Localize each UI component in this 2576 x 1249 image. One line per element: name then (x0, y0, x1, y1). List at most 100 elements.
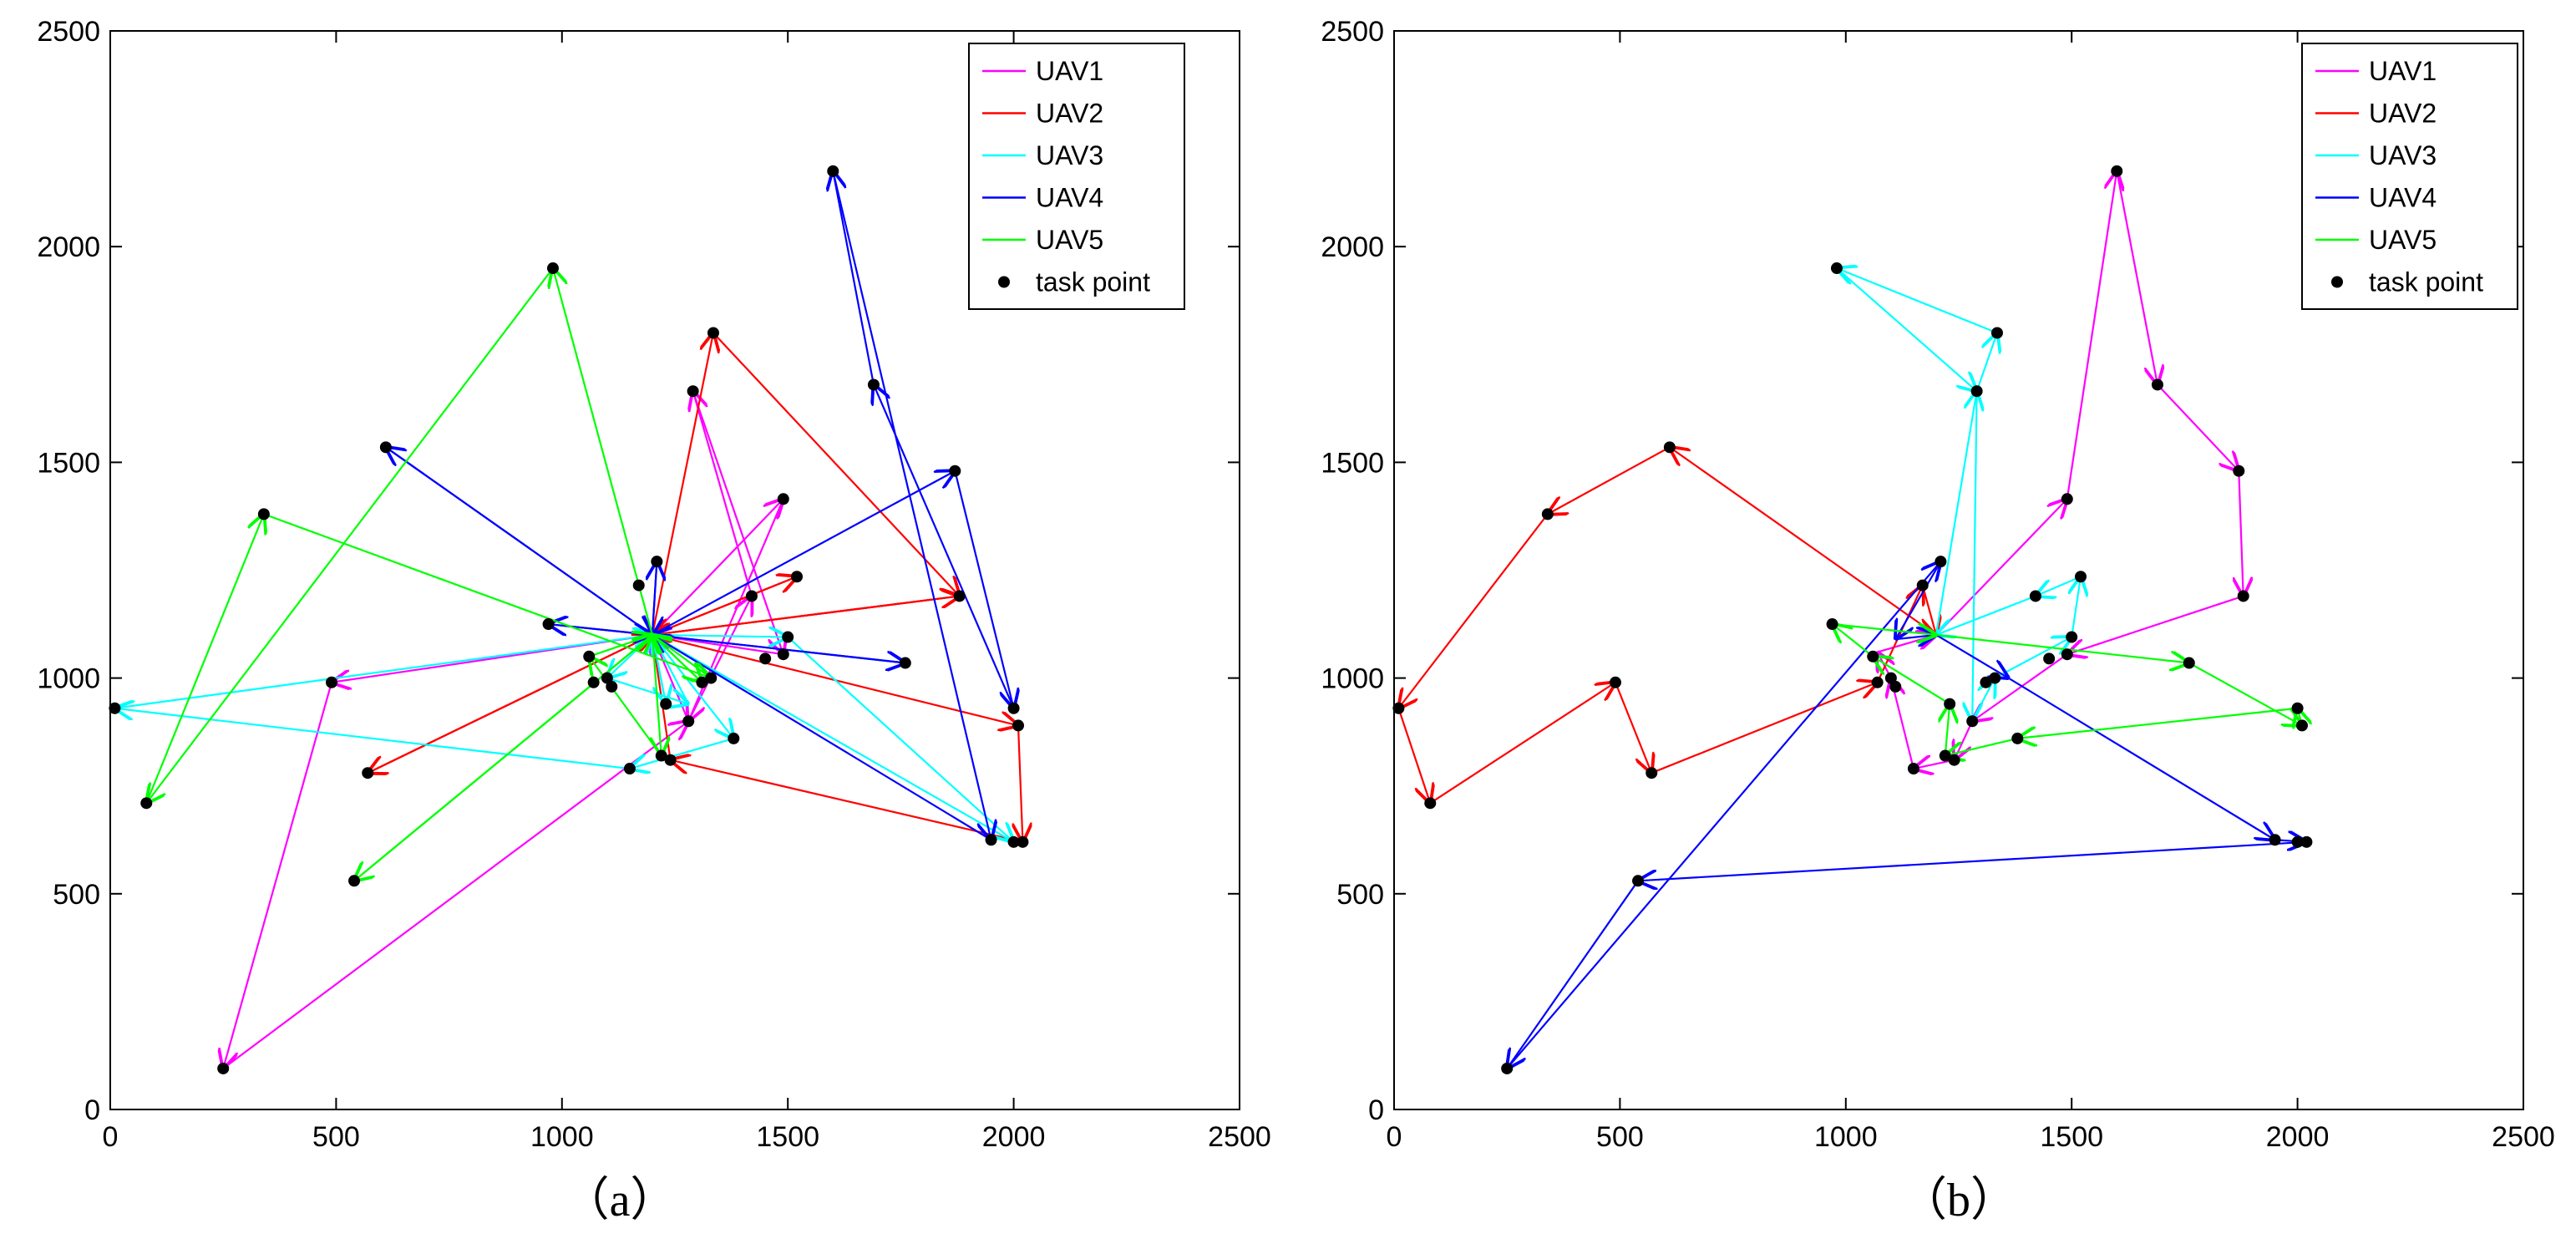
y-tick-label: 1500 (37, 447, 100, 479)
task-point (1944, 698, 1956, 710)
task-point (1632, 875, 1645, 887)
route-segment (1945, 704, 1950, 756)
route-segment (652, 561, 657, 635)
route-segment (1397, 708, 1430, 804)
y-tick-label: 500 (1336, 879, 1384, 911)
task-point (140, 797, 153, 810)
route-segment (1638, 840, 2307, 881)
legend-label: task point (1036, 267, 1150, 297)
task-point (867, 378, 880, 391)
route-segment (652, 499, 783, 636)
route-segment (145, 514, 264, 804)
route-segment (2239, 470, 2243, 597)
task-point (1916, 579, 1929, 591)
task-point (1663, 441, 1676, 454)
task-point (2269, 834, 2281, 846)
task-point (1541, 508, 1554, 520)
x-tick-label: 1500 (756, 1121, 819, 1153)
route-segment (2036, 576, 2082, 596)
y-tick-label: 1000 (37, 663, 100, 695)
task-point (546, 262, 559, 275)
legend-label: UAV2 (1036, 99, 1103, 129)
task-point (1424, 797, 1437, 810)
task-point (2291, 835, 2304, 848)
task-point (2061, 648, 2073, 661)
task-point (2066, 631, 2078, 643)
route-segment (1833, 624, 1874, 658)
route-segment (1651, 683, 1877, 774)
x-tick-label: 1500 (2040, 1121, 2103, 1153)
task-point (985, 834, 997, 846)
legend-marker-task-point (2331, 276, 2343, 288)
y-tick-label: 0 (1368, 1094, 1384, 1126)
task-point (2237, 590, 2249, 602)
task-point (623, 763, 636, 775)
task-point (1939, 749, 1951, 762)
task-point (2061, 493, 2073, 505)
route-segment (652, 576, 798, 635)
x-tick-label: 1000 (1814, 1121, 1878, 1153)
task-point (899, 657, 911, 669)
task-point (953, 590, 966, 602)
route-segment (588, 635, 652, 658)
route-segment (652, 635, 788, 637)
task-point (682, 715, 695, 728)
task-point (745, 590, 758, 602)
route-segment (712, 332, 960, 596)
route-segment (385, 446, 652, 635)
route-segment (2188, 662, 2302, 726)
task-point (1017, 835, 1029, 848)
task-point (2296, 719, 2309, 732)
task-point (632, 579, 645, 591)
y-tick-label: 500 (53, 879, 100, 911)
task-points (1392, 165, 2313, 1074)
task-point (1826, 618, 1838, 631)
legend-label: task point (2369, 267, 2483, 297)
task-point (379, 441, 392, 454)
x-tick-label: 2000 (2266, 1121, 2330, 1153)
route-segment (2007, 677, 2274, 840)
legend-label: UAV1 (2369, 56, 2437, 86)
route-segment (223, 682, 333, 1069)
task-point (2183, 657, 2195, 669)
task-point (362, 767, 374, 779)
task-point (791, 571, 804, 583)
route-segment (1506, 561, 1940, 1069)
series-uav3 (1837, 268, 2081, 721)
route-segment (222, 721, 688, 1069)
legend: UAV1 UAV2 UAV3 UAV4 UAV5 task point (2301, 43, 2518, 310)
series-uav1 (1878, 171, 2244, 769)
route-segment (1895, 561, 1942, 639)
task-point (660, 698, 672, 710)
task-point (759, 652, 772, 665)
series-uav4 (386, 171, 1014, 840)
route-segment (1972, 653, 2068, 721)
task-point (217, 1062, 230, 1074)
task-point (109, 702, 121, 714)
task-point (2233, 465, 2245, 477)
task-point (2043, 652, 2056, 665)
route-segment (651, 333, 713, 636)
task-point (777, 648, 789, 661)
series-uav5 (1833, 624, 2302, 756)
x-tick-label: 0 (1387, 1121, 1402, 1153)
route-segment (832, 170, 991, 840)
route-segment (1975, 333, 1997, 392)
route-segment (2116, 170, 2158, 385)
legend-label: UAV2 (2369, 99, 2437, 129)
legend-box (968, 43, 1185, 310)
task-point (606, 680, 618, 693)
panel-caption: （a） (563, 1175, 677, 1226)
task-point (1966, 715, 1979, 728)
task-point (1392, 702, 1405, 714)
panel-caption: （b） (1900, 1175, 2017, 1226)
legend-label: UAV5 (1036, 225, 1103, 255)
task-point (583, 650, 596, 663)
y-tick-label: 2000 (1321, 231, 1384, 263)
legend-marker-task-point (998, 276, 1010, 288)
route-segment (687, 596, 752, 722)
route-segment (2157, 383, 2239, 470)
task-point (1007, 702, 1020, 714)
route-segment (693, 391, 753, 597)
